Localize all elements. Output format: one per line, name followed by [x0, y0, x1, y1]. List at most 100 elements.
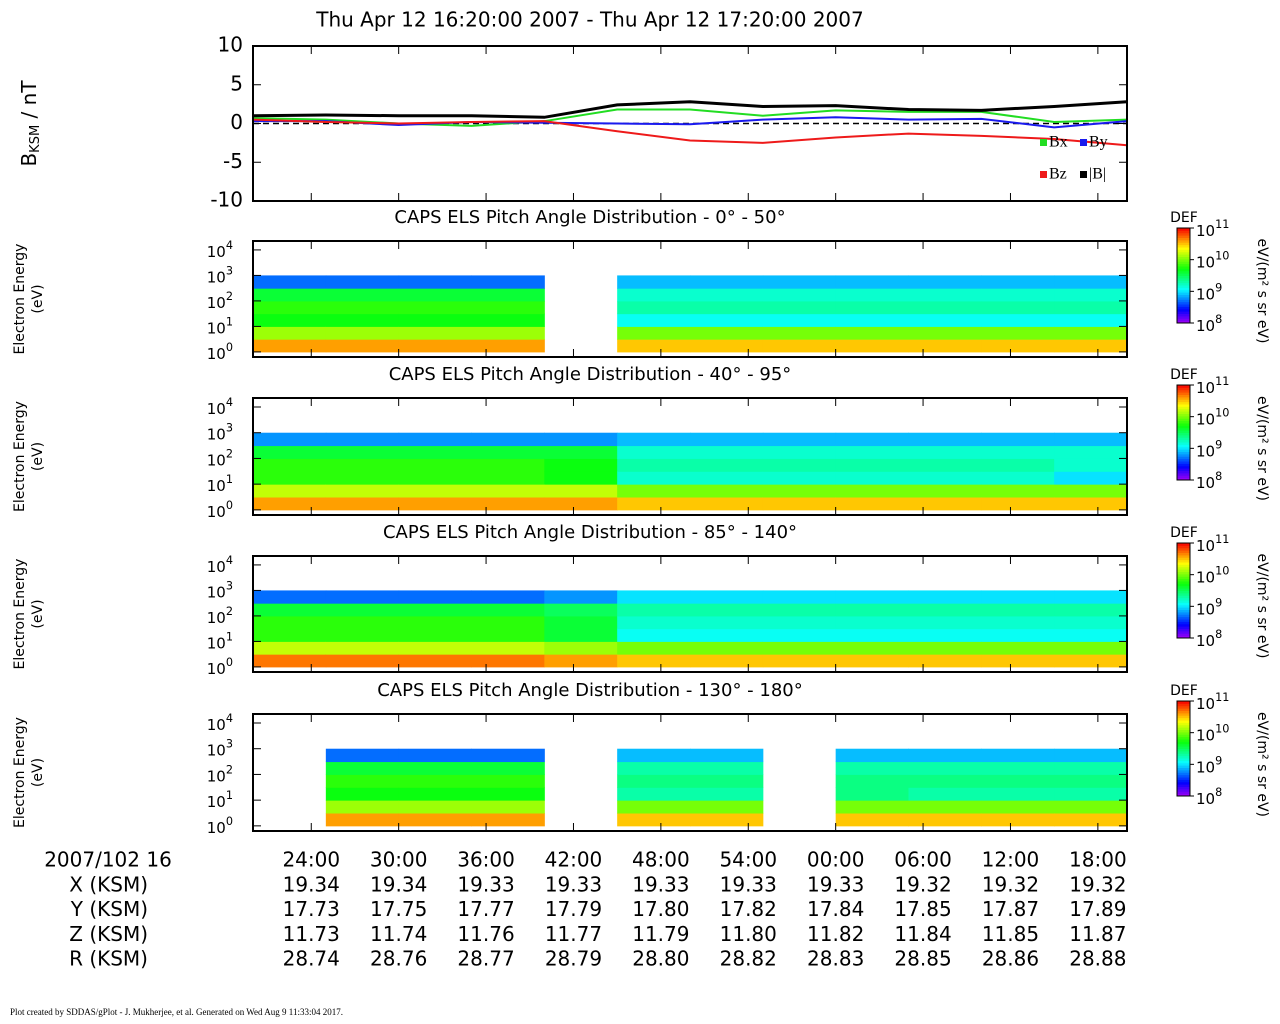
y-tick-label: 103 [207, 264, 233, 286]
spectrogram-cell [325, 654, 400, 668]
spectrogram-cell [908, 275, 982, 289]
spectrogram-cell [617, 432, 691, 447]
spectrogram-cell [471, 787, 545, 801]
spectrogram-cell [690, 615, 764, 630]
y-tick-label-base: 10 [207, 319, 226, 337]
spectrogram-cell [398, 275, 472, 289]
spectrogram-cell [690, 603, 764, 617]
ephemeris-value: 28.83 [807, 947, 864, 971]
ephemeris-label: Y (KSM) [70, 897, 148, 921]
y-tick-label-base: 10 [207, 502, 226, 520]
spectrogram-cell [617, 275, 691, 289]
spectrogram-cell [762, 654, 837, 668]
y-tick-label: 10 [218, 33, 243, 57]
y-tick-label: 5 [230, 71, 243, 95]
plot-frame [252, 713, 1128, 832]
legend-label: By [1089, 134, 1108, 151]
spectrogram-cell [908, 300, 982, 315]
spectrogram-cell [544, 497, 618, 511]
spectrogram-cell [617, 628, 691, 642]
spectrogram-cell [398, 774, 472, 788]
colorbar-segment [1177, 545, 1190, 549]
x-tick-label: 30:00 [370, 848, 428, 872]
y-tick-label-exp: 0 [226, 499, 233, 512]
colorbar-segment [1177, 432, 1190, 436]
spectrogram-cell [325, 628, 400, 642]
spectrogram-cell [325, 497, 400, 511]
legend-swatch [1040, 171, 1047, 178]
colorbar-segment [1177, 762, 1190, 766]
y-axis-label: Electron Energy [12, 244, 28, 355]
spectrogram-cell [1054, 432, 1128, 447]
colorbar-tick-label: 1010 [1196, 565, 1229, 587]
spectrogram-cell [1054, 590, 1128, 604]
colorbar-segment [1177, 583, 1190, 587]
colorbar-segment [1177, 760, 1190, 764]
spectrogram-cell [471, 471, 545, 485]
spectrogram-cell [690, 748, 764, 763]
spectrogram-cell [690, 326, 764, 340]
colorbar-segment [1177, 746, 1190, 749]
y-tick-label: 104 [207, 712, 233, 734]
spectrogram-cell [1054, 313, 1128, 327]
ephemeris-value: 11.85 [982, 922, 1039, 946]
colorbar-segment [1177, 439, 1190, 443]
colorbar-tick-label-base: 10 [1196, 600, 1215, 618]
colorbar-segment [1177, 458, 1190, 462]
colorbar-segment [1177, 408, 1190, 412]
colorbar-segment [1177, 543, 1190, 546]
colorbar-segment [1177, 404, 1190, 407]
colorbar-tick-label-base: 10 [1196, 285, 1215, 303]
spectrogram-cell [471, 654, 545, 668]
plot-frame [252, 45, 1128, 202]
spectrogram-cell [981, 748, 1055, 763]
y-tick-label: 103 [207, 738, 233, 760]
y-label-main: B [17, 153, 41, 167]
colorbar-segment [1177, 477, 1190, 481]
spectrogram-cell [325, 748, 400, 763]
spectrogram-cell [1054, 339, 1128, 353]
spectrogram-cell [690, 497, 764, 511]
ephemeris-value: 28.88 [1069, 947, 1126, 971]
spectrogram-cell [325, 590, 400, 604]
colorbar-segment [1177, 621, 1190, 625]
colorbar-segment [1177, 437, 1190, 441]
y-tick-label-exp: 2 [226, 605, 233, 618]
colorbar-segment [1177, 602, 1190, 606]
spectrogram-cell [471, 432, 545, 447]
ephemeris-value: 17.80 [632, 897, 689, 921]
spectrogram-cell [325, 603, 400, 617]
colorbar-segment [1177, 277, 1190, 281]
y-axis-label: Electron Energy [12, 559, 28, 670]
spectrogram-cell [908, 800, 982, 814]
spectrogram-cell [544, 458, 618, 472]
colorbar-segment [1177, 590, 1190, 594]
spectrogram-cell [398, 339, 472, 353]
spectrogram-cell [1054, 288, 1128, 302]
colorbar-segment [1177, 566, 1190, 570]
colorbar-tick-label-base: 10 [1196, 537, 1215, 555]
spectrogram-cell [981, 275, 1055, 289]
x-tick-label: 00:00 [807, 848, 865, 872]
spectrogram-cell [253, 275, 327, 289]
spectrogram-cell [398, 641, 472, 655]
spectrogram-cell [1054, 300, 1128, 315]
y-tick-label-base: 10 [207, 293, 226, 311]
y-tick-label: 100 [207, 656, 233, 678]
colorbar-segment [1177, 609, 1190, 613]
y-tick-label-exp: 4 [226, 554, 233, 567]
spectrogram-cell [981, 458, 1055, 472]
colorbar-segment [1177, 611, 1190, 615]
spectrogram-cell [1054, 787, 1128, 801]
ephemeris-value: 19.33 [632, 873, 689, 897]
spectrogram-cell [253, 615, 327, 630]
spectrogram-cell [690, 339, 764, 353]
x-tick-label: 48:00 [632, 848, 690, 872]
ephemeris-value: 19.33 [545, 873, 602, 897]
spectrogram-cell [908, 813, 982, 827]
ephemeris-value: 19.32 [1069, 873, 1126, 897]
spectrogram-cell [617, 484, 691, 498]
colorbar-segment [1177, 788, 1190, 792]
colorbar-segment [1177, 552, 1190, 556]
spectrogram-cell [398, 615, 472, 630]
